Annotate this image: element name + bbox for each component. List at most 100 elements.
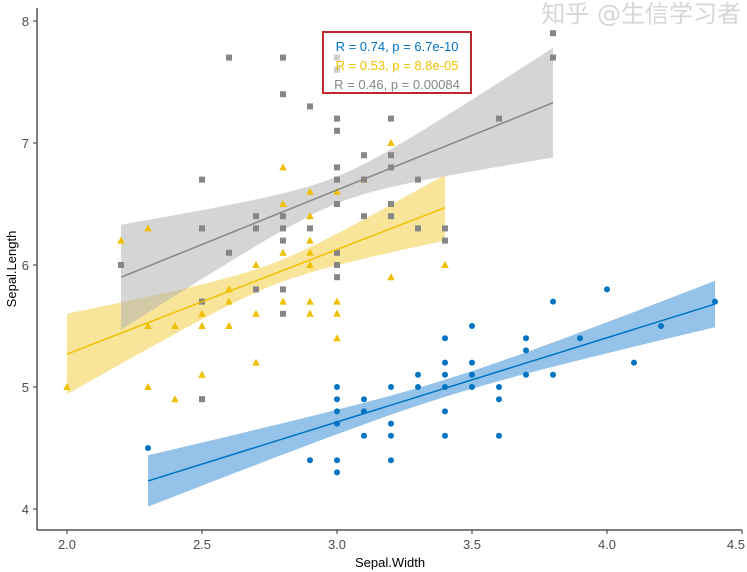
data-point-virginica bbox=[442, 237, 448, 244]
data-point-versicolor bbox=[279, 297, 287, 305]
data-point-virginica bbox=[388, 213, 394, 220]
data-point-versicolor bbox=[306, 309, 314, 317]
y-tick-label: 7 bbox=[22, 136, 29, 151]
data-point-setosa bbox=[307, 457, 313, 464]
data-point-setosa bbox=[523, 371, 529, 378]
data-point-versicolor bbox=[441, 261, 449, 268]
data-point-virginica bbox=[226, 249, 232, 256]
data-point-versicolor bbox=[279, 200, 287, 207]
data-point-setosa bbox=[388, 420, 394, 427]
data-point-versicolor bbox=[198, 309, 206, 317]
x-tick-label: 4.5 bbox=[727, 537, 745, 552]
data-point-virginica bbox=[199, 396, 205, 403]
data-point-virginica bbox=[280, 310, 286, 317]
data-point-versicolor bbox=[144, 383, 152, 390]
data-point-versicolor bbox=[171, 395, 179, 403]
data-point-versicolor bbox=[63, 383, 71, 390]
y-tick-label: 6 bbox=[22, 258, 29, 273]
data-point-versicolor bbox=[279, 248, 287, 256]
data-point-setosa bbox=[496, 396, 502, 403]
x-tick-label: 2.5 bbox=[193, 537, 211, 552]
data-point-setosa bbox=[577, 335, 583, 342]
data-point-virginica bbox=[388, 152, 394, 159]
data-point-versicolor bbox=[333, 187, 341, 195]
data-point-virginica bbox=[280, 286, 286, 293]
data-point-virginica bbox=[361, 213, 367, 220]
data-point-versicolor bbox=[279, 163, 287, 171]
confidence-band-setosa bbox=[148, 280, 715, 507]
data-point-setosa bbox=[712, 298, 718, 305]
data-point-versicolor bbox=[333, 297, 341, 305]
data-point-virginica bbox=[388, 115, 394, 122]
stat-label-virginica: R = 0.46, p = 0.00084 bbox=[334, 77, 460, 92]
data-point-setosa bbox=[334, 408, 340, 415]
stat-label-versicolor: R = 0.53, p = 8.8e-05 bbox=[336, 58, 459, 73]
y-tick-label: 5 bbox=[22, 380, 29, 395]
stat-box-border bbox=[322, 31, 472, 94]
data-point-setosa bbox=[361, 432, 367, 439]
y-tick-label: 4 bbox=[22, 502, 29, 517]
data-point-virginica bbox=[442, 225, 448, 232]
data-point-setosa bbox=[145, 445, 151, 451]
data-point-virginica bbox=[334, 127, 340, 134]
data-point-versicolor bbox=[306, 297, 314, 305]
data-point-setosa bbox=[388, 457, 394, 464]
x-axis-label: Sepal.Width bbox=[355, 555, 425, 570]
data-point-setosa bbox=[469, 323, 475, 329]
stat-label-setosa: R = 0.74, p = 6.7e-10 bbox=[336, 39, 459, 54]
data-point-setosa bbox=[388, 384, 394, 390]
data-point-setosa bbox=[523, 347, 529, 354]
data-point-virginica bbox=[550, 30, 556, 37]
data-point-setosa bbox=[334, 457, 340, 464]
data-point-setosa bbox=[550, 298, 556, 305]
regression-line-versicolor bbox=[66, 206, 446, 355]
data-point-versicolor bbox=[225, 322, 233, 329]
data-point-virginica bbox=[415, 225, 421, 232]
data-point-versicolor bbox=[225, 297, 233, 305]
data-point-virginica bbox=[334, 262, 340, 268]
data-point-virginica bbox=[280, 237, 286, 244]
data-point-virginica bbox=[334, 201, 340, 207]
data-point-virginica bbox=[118, 262, 124, 268]
data-point-setosa bbox=[334, 469, 340, 476]
data-point-virginica bbox=[307, 225, 313, 232]
data-point-setosa bbox=[415, 371, 421, 378]
data-point-virginica bbox=[280, 54, 286, 61]
data-point-versicolor bbox=[387, 139, 395, 146]
data-points bbox=[63, 30, 718, 476]
data-point-virginica bbox=[199, 225, 205, 232]
data-point-setosa bbox=[658, 323, 664, 329]
x-tick-label: 3.0 bbox=[328, 537, 346, 552]
data-point-versicolor bbox=[306, 212, 314, 220]
data-point-virginica bbox=[253, 213, 259, 220]
data-point-versicolor bbox=[306, 187, 314, 195]
data-point-virginica bbox=[415, 176, 421, 183]
data-point-setosa bbox=[361, 396, 367, 403]
data-point-setosa bbox=[442, 359, 448, 366]
data-point-versicolor bbox=[252, 358, 260, 366]
y-axis-label: Sepal.Length bbox=[4, 231, 19, 308]
data-point-virginica bbox=[550, 54, 556, 61]
data-point-setosa bbox=[442, 335, 448, 342]
data-point-setosa bbox=[442, 371, 448, 378]
data-point-setosa bbox=[469, 359, 475, 366]
x-tick-label: 4.0 bbox=[598, 537, 616, 552]
data-point-setosa bbox=[415, 384, 421, 390]
data-point-setosa bbox=[550, 371, 556, 378]
data-point-virginica bbox=[334, 164, 340, 171]
data-point-setosa bbox=[496, 384, 502, 390]
data-point-versicolor bbox=[306, 248, 314, 256]
data-point-versicolor bbox=[333, 309, 341, 317]
data-point-versicolor bbox=[306, 261, 314, 268]
data-point-versicolor bbox=[333, 334, 341, 342]
data-point-versicolor bbox=[306, 236, 314, 244]
x-tick-label: 2.0 bbox=[58, 537, 76, 552]
data-point-virginica bbox=[253, 286, 259, 293]
data-point-versicolor bbox=[171, 322, 179, 329]
data-point-virginica bbox=[388, 201, 394, 207]
confidence-band-versicolor bbox=[67, 174, 445, 395]
data-point-virginica bbox=[199, 176, 205, 183]
data-point-setosa bbox=[604, 286, 610, 293]
data-point-virginica bbox=[280, 225, 286, 232]
data-point-setosa bbox=[442, 432, 448, 439]
